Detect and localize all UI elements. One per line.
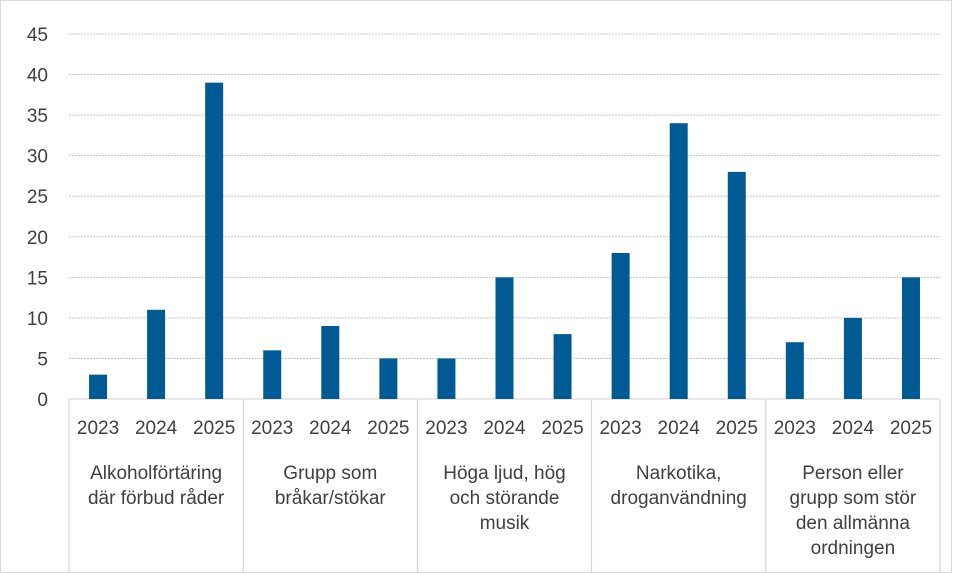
x-category-label: Narkotika,	[636, 463, 722, 484]
bar	[902, 277, 920, 399]
x-category-label: musik	[480, 513, 530, 534]
y-tick-label: 20	[27, 228, 48, 249]
x-tick-label-year: 2024	[309, 418, 352, 439]
x-tick-label-year: 2024	[135, 418, 178, 439]
bar	[670, 123, 688, 399]
bar	[379, 358, 397, 399]
bar	[496, 277, 514, 399]
x-tick-label-year: 2024	[832, 418, 875, 439]
y-tick-label: 40	[27, 66, 48, 87]
x-category-label: där förbud råder	[88, 488, 225, 509]
bar	[554, 334, 572, 399]
x-tick-label-year: 2023	[425, 418, 467, 439]
x-tick-label-year: 2025	[193, 418, 235, 439]
x-tick-label-year: 2024	[483, 418, 526, 439]
y-tick-label: 5	[37, 349, 48, 370]
bar	[728, 172, 746, 399]
x-category-label: ordningen	[811, 538, 896, 559]
bar	[89, 375, 107, 399]
x-tick-label-year: 2023	[774, 418, 816, 439]
bar	[205, 83, 223, 399]
bar	[612, 253, 630, 399]
bar	[786, 342, 804, 399]
y-tick-label: 45	[27, 25, 48, 46]
x-tick-label-year: 2023	[77, 418, 119, 439]
x-tick-label-year: 2025	[890, 418, 932, 439]
x-tick-label-year: 2025	[716, 418, 758, 439]
x-tick-label-year: 2025	[367, 418, 409, 439]
y-tick-label: 15	[27, 268, 48, 289]
x-category-label: droganvändning	[611, 488, 747, 509]
y-tick-label: 30	[27, 147, 48, 168]
bar	[437, 358, 455, 399]
x-category-label: Grupp som	[283, 463, 377, 484]
bar	[263, 350, 281, 399]
x-category-label: Person eller	[802, 463, 904, 484]
x-category-label: grupp som stör	[790, 488, 917, 509]
x-category-label: och störande	[450, 488, 560, 509]
x-category-label: Höga ljud, hög	[443, 463, 566, 484]
x-tick-label-year: 2025	[541, 418, 583, 439]
y-tick-label: 35	[27, 106, 48, 127]
y-tick-label: 0	[37, 390, 48, 411]
x-tick-label-year: 2023	[599, 418, 641, 439]
x-category-label: bråkar/stökar	[275, 488, 387, 509]
y-tick-label: 10	[27, 309, 48, 330]
bar	[147, 310, 165, 399]
x-tick-label-year: 2024	[658, 418, 701, 439]
y-tick-label: 25	[27, 187, 48, 208]
bar	[844, 318, 862, 399]
bar	[321, 326, 339, 399]
x-tick-label-year: 2023	[251, 418, 293, 439]
x-category-label: den allmänna	[796, 513, 911, 534]
x-category-label: Alkoholförtäring	[90, 463, 222, 484]
